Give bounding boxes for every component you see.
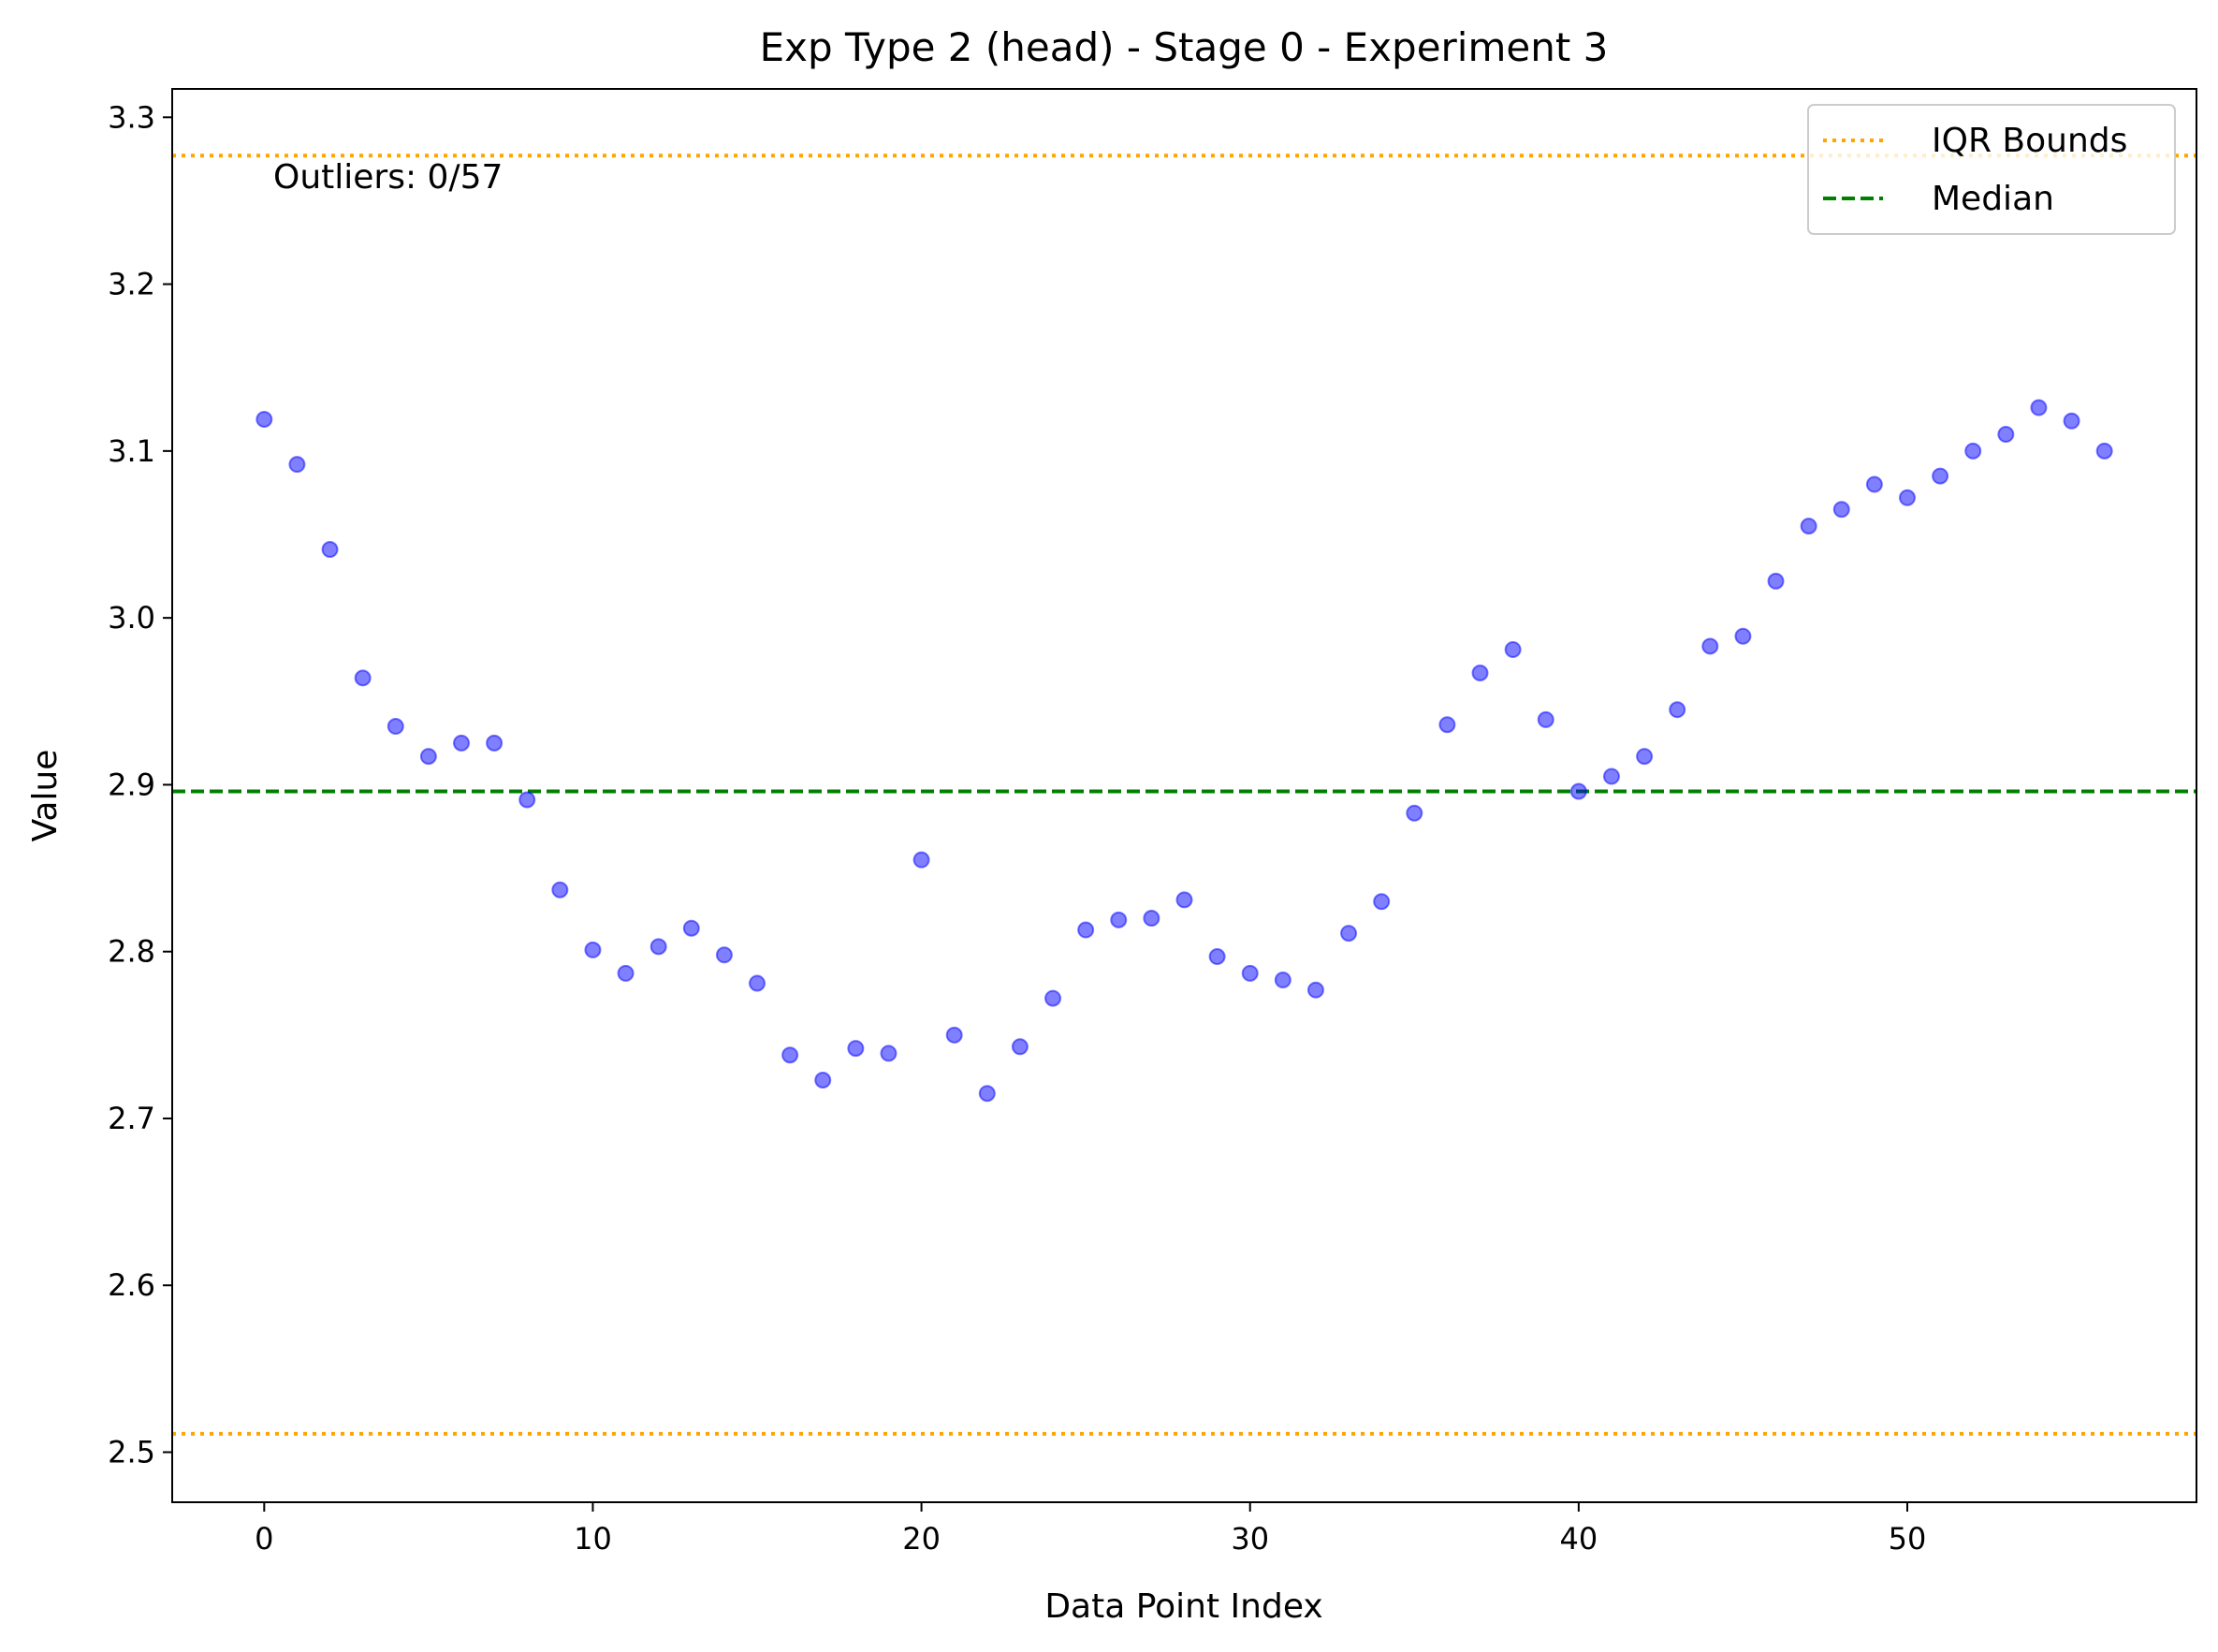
data-point bbox=[715, 946, 733, 964]
legend-median-label: Median bbox=[1932, 180, 2054, 218]
data-point bbox=[387, 718, 404, 736]
data-point bbox=[1800, 518, 1817, 535]
data-point bbox=[1011, 1038, 1029, 1056]
data-point bbox=[1274, 971, 1291, 988]
x-tick-label: 20 bbox=[902, 1521, 941, 1557]
data-point bbox=[912, 851, 930, 869]
data-point bbox=[617, 964, 635, 982]
data-point bbox=[945, 1026, 963, 1044]
x-tick-label: 10 bbox=[574, 1521, 612, 1557]
y-axis-label: Value bbox=[26, 750, 65, 842]
data-point bbox=[2095, 442, 2113, 460]
data-point bbox=[1406, 804, 1423, 822]
data-point bbox=[814, 1071, 832, 1089]
data-point bbox=[749, 974, 766, 992]
y-tick-label: 2.9 bbox=[108, 767, 155, 802]
data-point bbox=[1636, 748, 1654, 766]
chart-title: Exp Type 2 (head) - Stage 0 - Experiment… bbox=[760, 24, 1609, 70]
data-point bbox=[1537, 710, 1554, 728]
data-point bbox=[1306, 981, 1324, 999]
y-tick-label: 2.8 bbox=[108, 934, 155, 970]
data-point bbox=[1701, 637, 1719, 655]
data-point bbox=[1208, 948, 1226, 966]
data-point bbox=[419, 748, 437, 766]
data-point bbox=[255, 410, 273, 428]
outliers-annotation: Outliers: 0/57 bbox=[273, 158, 503, 197]
data-point bbox=[649, 938, 667, 956]
x-tick-label: 40 bbox=[1560, 1521, 1598, 1557]
data-point bbox=[1438, 716, 1456, 734]
plot-frame bbox=[171, 88, 2197, 1503]
data-point bbox=[1143, 910, 1160, 928]
plot-area bbox=[172, 154, 2196, 1436]
data-point bbox=[1471, 664, 1489, 681]
x-axis-label: Data Point Index bbox=[1044, 1587, 1322, 1626]
data-point bbox=[321, 541, 339, 559]
data-point bbox=[1899, 489, 1916, 506]
data-point bbox=[584, 941, 602, 958]
data-point bbox=[1865, 475, 1883, 493]
data-point bbox=[847, 1040, 865, 1058]
data-point bbox=[880, 1045, 897, 1062]
data-point bbox=[1669, 701, 1686, 719]
data-point bbox=[1932, 467, 1949, 485]
y-tick-label: 3.3 bbox=[108, 99, 155, 135]
data-point bbox=[1175, 891, 1193, 909]
data-point bbox=[1340, 925, 1358, 943]
y-tick-label: 2.5 bbox=[108, 1435, 155, 1470]
data-point bbox=[518, 791, 536, 809]
data-point bbox=[1997, 426, 2015, 444]
data-point bbox=[1602, 768, 1620, 785]
data-point bbox=[1044, 989, 1062, 1007]
x-tick-label: 0 bbox=[255, 1521, 273, 1557]
y-tick-label: 2.6 bbox=[108, 1267, 155, 1303]
data-point bbox=[1077, 921, 1095, 939]
legend-frame bbox=[1807, 104, 2176, 235]
legend: IQR Bounds Median bbox=[1807, 104, 2176, 235]
data-point bbox=[551, 881, 569, 899]
data-point bbox=[1504, 641, 1522, 659]
data-point bbox=[1734, 627, 1752, 645]
x-tick-label: 50 bbox=[1889, 1521, 1927, 1557]
y-tick-label: 3.1 bbox=[108, 433, 155, 469]
data-point bbox=[781, 1046, 799, 1064]
data-point bbox=[1241, 964, 1259, 982]
y-tick-label: 3.2 bbox=[108, 267, 155, 302]
data-point bbox=[1373, 893, 1391, 911]
data-point bbox=[354, 669, 372, 687]
data-point bbox=[288, 456, 306, 474]
data-point bbox=[486, 734, 503, 752]
y-tick-label: 3.0 bbox=[108, 600, 155, 636]
data-point bbox=[1964, 442, 1982, 460]
y-tick-label: 2.7 bbox=[108, 1101, 155, 1136]
data-point bbox=[1767, 572, 1785, 590]
data-point bbox=[1569, 782, 1587, 800]
legend-iqr-label: IQR Bounds bbox=[1932, 122, 2127, 160]
data-point bbox=[682, 919, 700, 937]
data-point bbox=[1110, 911, 1128, 928]
data-point bbox=[978, 1085, 996, 1103]
data-point bbox=[2063, 412, 2080, 430]
data-point bbox=[2030, 399, 2048, 417]
data-point bbox=[453, 734, 470, 752]
data-point bbox=[1832, 501, 1850, 519]
x-tick-label: 30 bbox=[1231, 1521, 1269, 1557]
